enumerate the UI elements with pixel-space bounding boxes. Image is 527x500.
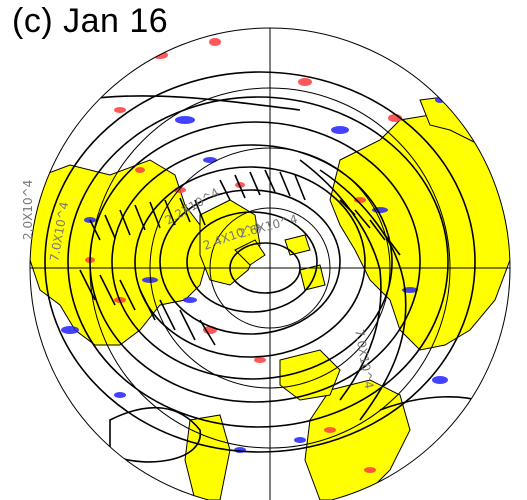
- graticule: [29, 27, 511, 500]
- land-masses: [30, 94, 510, 500]
- panel-title: (c) Jan 16: [12, 2, 169, 40]
- height-contours: [44, 71, 501, 463]
- land-central-america: [184, 414, 231, 500]
- contour-label: 2.0X10^4: [21, 180, 35, 240]
